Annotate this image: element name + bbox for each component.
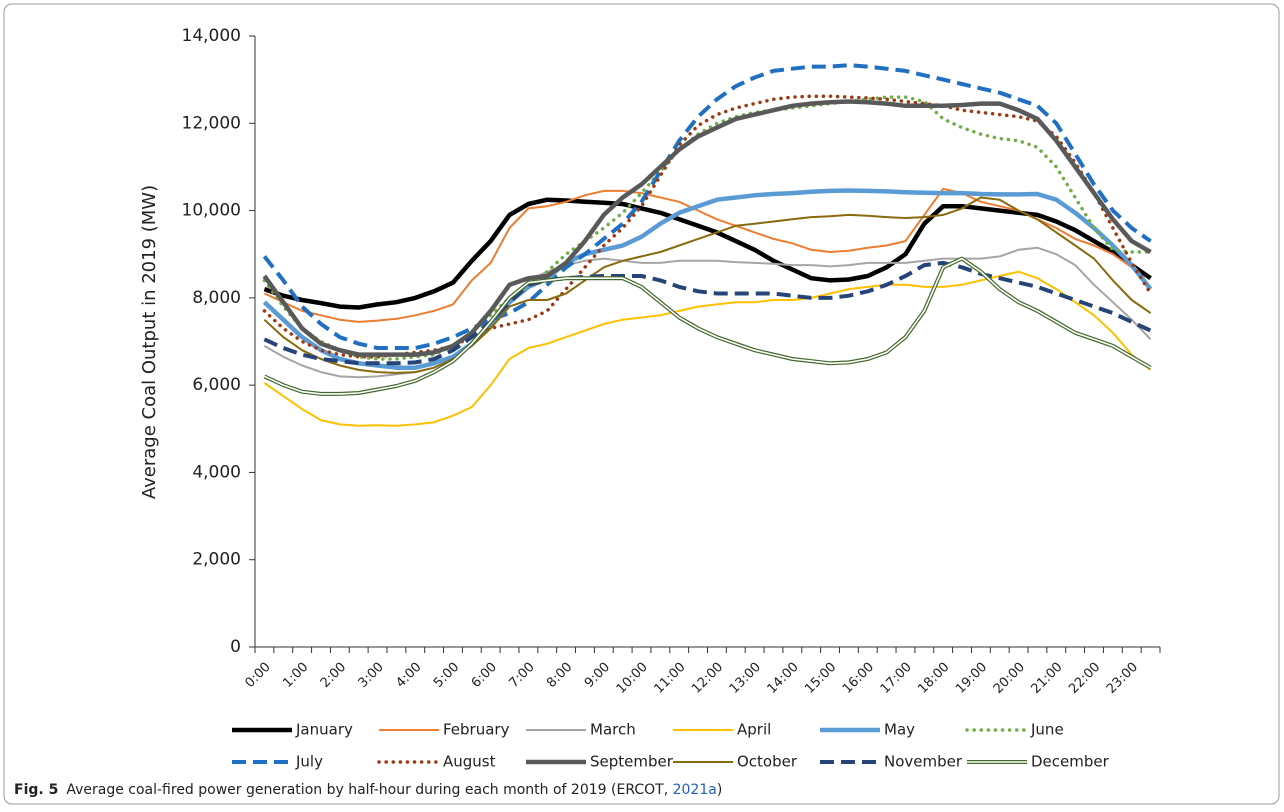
- legend-item: December: [967, 753, 1110, 771]
- y-tick-label: 8,000: [192, 288, 241, 308]
- x-tick-label: 11:00: [651, 660, 688, 697]
- x-tick-label: 19:00: [953, 660, 990, 697]
- caption-text: Average coal-fired power generation by h…: [66, 782, 672, 798]
- legend-item: September: [526, 753, 674, 771]
- x-tick-label: 4:00: [393, 660, 424, 691]
- series-line: [262, 99, 1152, 357]
- legend-label: April: [737, 721, 771, 739]
- x-tick-label: 13:00: [727, 660, 764, 697]
- legend-item: August: [377, 753, 496, 771]
- x-tick-label: 9:00: [582, 660, 613, 691]
- x-tick-label: 12:00: [689, 660, 726, 697]
- caption-end: ): [717, 782, 722, 798]
- legend-label: July: [295, 753, 323, 771]
- x-tick-label: 14:00: [765, 660, 802, 697]
- legend-item: November: [820, 753, 963, 771]
- series-line: [263, 187, 1152, 323]
- x-tick-label: 15:00: [802, 660, 839, 697]
- x-tick-label: 6:00: [469, 660, 500, 691]
- frame: [3, 3, 1280, 805]
- legend-item: February: [379, 721, 510, 739]
- x-tick-label: 20:00: [991, 660, 1028, 697]
- caption-link[interactable]: 2021a: [673, 782, 717, 798]
- series-line: [263, 260, 1152, 366]
- x-tick-label: 21:00: [1029, 660, 1066, 697]
- x-tick-label: 18:00: [915, 660, 952, 697]
- legend-label: August: [443, 753, 496, 771]
- x-tick-label: 0:00: [242, 660, 273, 691]
- caption: Fig. 5 Average coal-fired power generatio…: [14, 782, 722, 798]
- legend-label: February: [443, 721, 510, 739]
- caption-label: Fig. 5: [14, 782, 58, 798]
- series-line: [263, 197, 1152, 310]
- legend-label: June: [1030, 721, 1064, 739]
- legend-label: March: [590, 721, 636, 739]
- legend-label: October: [737, 753, 798, 771]
- x-tick-label: 22:00: [1066, 660, 1103, 697]
- series-line: [263, 270, 1152, 427]
- y-tick-label: 10,000: [182, 201, 241, 221]
- x-tick-label: 17:00: [878, 660, 915, 697]
- legend-label: December: [1031, 753, 1110, 771]
- legend-item: May: [820, 721, 915, 739]
- y-tick-label: 2,000: [192, 550, 241, 570]
- legend-item: October: [673, 753, 798, 771]
- legend-label: May: [884, 721, 915, 739]
- legend-label: September: [590, 753, 674, 771]
- legend-item: June: [965, 721, 1064, 739]
- y-tick-label: 12,000: [182, 113, 241, 133]
- series-line-inner: [264, 257, 1151, 395]
- y-tick-label: 4,000: [192, 462, 241, 482]
- x-tick-label: 1:00: [280, 660, 311, 691]
- y-tick-label: 0: [230, 637, 241, 657]
- x-tick-label: 23:00: [1104, 660, 1141, 697]
- x-tick-label: 7:00: [506, 660, 537, 691]
- legend-label: January: [295, 721, 353, 739]
- y-axis-title: Average Coal Output in 2019 (MW): [139, 185, 160, 499]
- legend-item: July: [232, 753, 323, 771]
- series-line: [262, 63, 1152, 350]
- x-tick-label: 8:00: [544, 660, 575, 691]
- legend-item: January: [232, 721, 353, 739]
- legend-item: April: [673, 721, 771, 739]
- series-line: [262, 94, 1153, 359]
- legend-label: November: [884, 753, 963, 771]
- y-tick-label: 6,000: [192, 375, 241, 395]
- series-line: [262, 188, 1153, 370]
- series-line: [263, 196, 1152, 374]
- x-tick-label: 3:00: [356, 660, 387, 691]
- series-line: [262, 95, 1153, 361]
- x-tick-label: 16:00: [840, 660, 877, 697]
- legend-item: March: [526, 721, 636, 739]
- x-tick-label: 10:00: [614, 660, 651, 697]
- x-tick-label: 2:00: [318, 660, 349, 691]
- x-tick-label: 5:00: [431, 660, 462, 691]
- y-tick-label: 14,000: [182, 26, 241, 46]
